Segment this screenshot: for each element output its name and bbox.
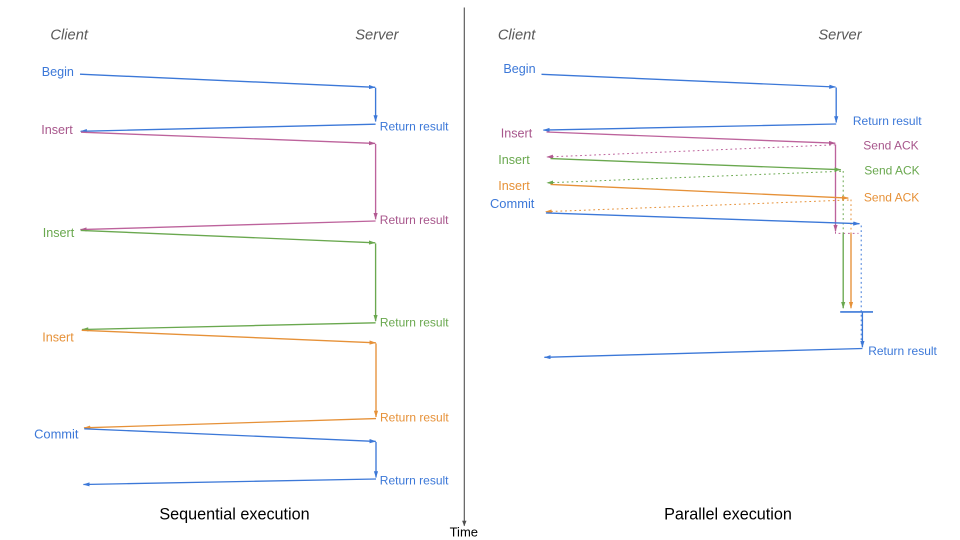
svg-text:Insert: Insert [42, 330, 74, 344]
svg-text:Server: Server [355, 28, 399, 44]
svg-text:Return result: Return result [380, 119, 449, 133]
svg-text:Time: Time [450, 525, 478, 540]
svg-text:Server: Server [818, 27, 862, 43]
svg-text:Parallel execution: Parallel execution [664, 506, 792, 524]
svg-text:Send ACK: Send ACK [864, 191, 919, 205]
svg-text:Commit: Commit [34, 426, 79, 441]
svg-text:Return result: Return result [380, 213, 449, 227]
svg-text:Insert: Insert [498, 179, 530, 193]
svg-text:Begin: Begin [42, 65, 74, 79]
svg-text:Send ACK: Send ACK [864, 164, 919, 178]
svg-text:Send ACK: Send ACK [863, 139, 918, 153]
svg-text:Insert: Insert [498, 153, 530, 167]
svg-text:Insert: Insert [43, 226, 75, 240]
svg-text:Return result: Return result [380, 315, 449, 329]
svg-text:Client: Client [498, 28, 536, 44]
svg-text:Return result: Return result [853, 114, 922, 128]
svg-text:Begin: Begin [503, 62, 535, 76]
svg-text:Sequential execution: Sequential execution [159, 506, 309, 524]
svg-text:Return result: Return result [380, 410, 449, 424]
svg-text:Insert: Insert [41, 123, 73, 137]
svg-text:Commit: Commit [490, 196, 535, 211]
svg-text:Client: Client [50, 28, 88, 44]
svg-text:Return result: Return result [868, 344, 937, 358]
svg-text:Insert: Insert [501, 127, 533, 141]
svg-text:Return result: Return result [380, 474, 449, 488]
